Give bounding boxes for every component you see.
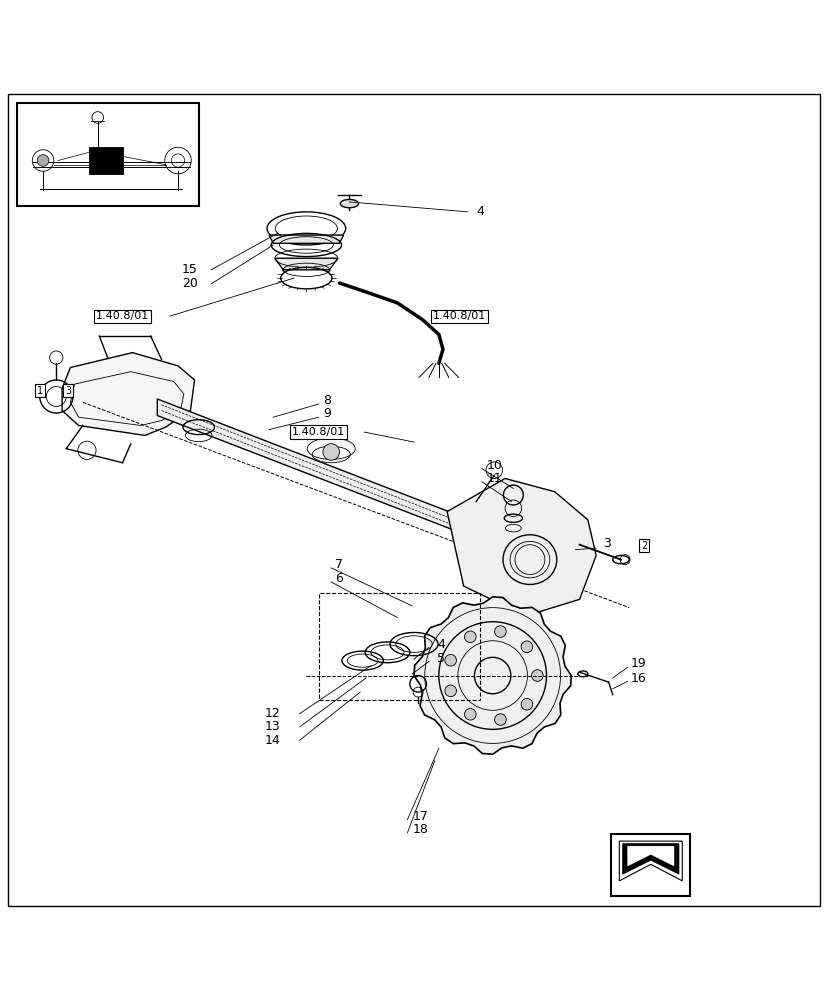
Text: 8: 8 [323,394,331,407]
Polygon shape [275,258,337,270]
Text: 6: 6 [335,572,343,585]
Circle shape [464,631,476,643]
Polygon shape [269,235,343,243]
Polygon shape [622,844,678,874]
Text: 5: 5 [437,652,445,665]
Circle shape [464,708,476,720]
Text: 19: 19 [630,657,646,670]
Text: 2: 2 [640,541,647,551]
Text: 16: 16 [630,672,646,685]
Circle shape [37,155,49,166]
Circle shape [531,670,543,681]
Bar [610,834,689,896]
Circle shape [323,444,339,460]
Text: 3: 3 [602,537,610,550]
Text: 14: 14 [265,734,280,747]
Circle shape [520,698,532,710]
Text: 4: 4 [437,638,445,651]
Ellipse shape [340,199,358,208]
Text: 1.40.8/01: 1.40.8/01 [96,311,149,321]
Text: 9: 9 [323,407,331,420]
Text: 1.40.8/01: 1.40.8/01 [292,427,345,437]
Circle shape [494,714,505,725]
Text: 1.40.8/01: 1.40.8/01 [433,311,485,321]
Bar [89,147,122,174]
Circle shape [520,641,532,653]
Text: 4: 4 [476,205,484,218]
Text: 7: 7 [335,558,343,571]
Polygon shape [414,597,571,754]
Text: 1: 1 [36,386,43,396]
Text: 20: 20 [182,277,198,290]
Polygon shape [619,841,681,881]
Polygon shape [447,478,595,616]
Polygon shape [627,846,673,866]
Text: 10: 10 [486,459,502,472]
Text: 11: 11 [486,472,502,485]
Bar [318,593,480,700]
Polygon shape [62,353,194,435]
Text: 18: 18 [412,823,428,836]
Circle shape [444,685,456,697]
Text: 15: 15 [182,263,198,276]
Text: 13: 13 [265,720,280,733]
Text: 3: 3 [65,386,71,396]
Polygon shape [157,399,521,556]
Text: 12: 12 [265,707,280,720]
Circle shape [444,654,456,666]
Text: 17: 17 [412,810,428,823]
Bar [17,103,198,206]
Circle shape [494,626,505,637]
